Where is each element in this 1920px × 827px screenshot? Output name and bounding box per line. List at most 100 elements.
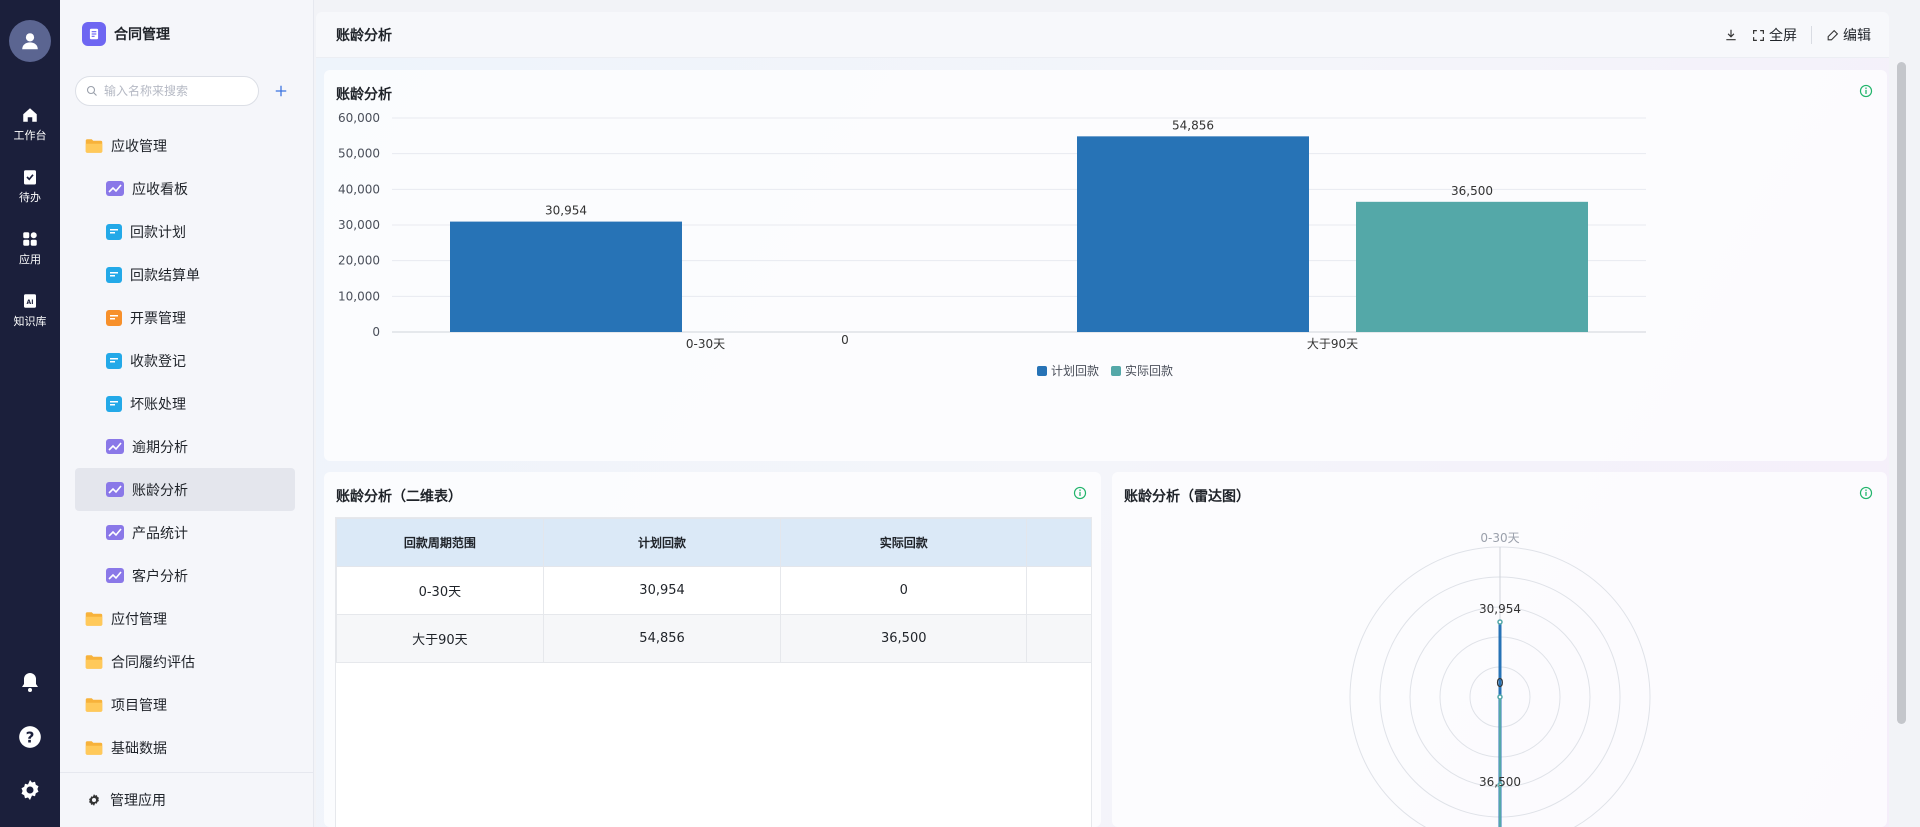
menu-label: 应付管理 bbox=[111, 611, 167, 628]
search-icon bbox=[86, 85, 97, 96]
folder-icon bbox=[85, 697, 103, 712]
user-avatar[interactable] bbox=[9, 20, 51, 62]
search-input[interactable] bbox=[104, 84, 244, 98]
sidebar-item[interactable]: 收款登记 bbox=[75, 339, 295, 382]
scrollbar[interactable] bbox=[1897, 62, 1906, 724]
bar[interactable] bbox=[1356, 201, 1588, 332]
sidebar-folder[interactable]: 应付管理 bbox=[75, 597, 295, 640]
add-button[interactable] bbox=[270, 80, 292, 102]
settings-button[interactable] bbox=[0, 778, 60, 802]
menu-label: 客户分析 bbox=[132, 568, 188, 585]
edit-label: 编辑 bbox=[1843, 28, 1871, 44]
rail-item-label: 知识库 bbox=[13, 315, 47, 328]
app-rail: 工作台 待办 应用 AI 知识库 ? bbox=[0, 0, 60, 827]
manage-app-button[interactable]: 管理应用 bbox=[60, 772, 314, 827]
sidebar-item[interactable]: 应收看板 bbox=[75, 167, 295, 210]
bar-chart-card: 账龄分析 0 10,000 20,000 30,000 40,000 50,000 60,0… bbox=[324, 70, 1887, 461]
column-header: 回款周期范围 bbox=[336, 518, 544, 567]
info-icon[interactable] bbox=[1859, 486, 1873, 500]
rail-item-knowledge[interactable]: AI 知识库 bbox=[0, 292, 60, 329]
menu-label: 逾期分析 bbox=[132, 439, 188, 456]
sidebar-folder[interactable]: 基础数据 bbox=[75, 726, 295, 769]
card-title: 账龄分析（雷达图） bbox=[1124, 489, 1250, 505]
pivot-table: 回款周期范围 计划回款 实际回款 0-30天 30,954 0 大于90天 54,856 36… bbox=[336, 518, 1091, 663]
card-title: 账龄分析（二维表） bbox=[336, 489, 462, 505]
table-row: 0-30天 30,954 0 bbox=[336, 566, 1091, 615]
info-icon[interactable] bbox=[1073, 486, 1087, 500]
edit-icon bbox=[1827, 29, 1839, 40]
x-tick-label: 0-30天 bbox=[686, 337, 725, 351]
fullscreen-button[interactable]: 全屏 bbox=[1752, 25, 1797, 45]
svg-text:?: ? bbox=[26, 728, 35, 746]
radar-point[interactable] bbox=[1497, 694, 1503, 700]
notifications-button[interactable] bbox=[0, 670, 60, 694]
menu-label: 坏账处理 bbox=[130, 396, 186, 413]
bar[interactable] bbox=[1077, 136, 1309, 332]
sidebar-item[interactable]: 账龄分析 bbox=[75, 468, 295, 511]
gear-icon bbox=[89, 794, 99, 806]
legend-label[interactable]: 计划回款 bbox=[1051, 364, 1099, 378]
menu-label: 项目管理 bbox=[111, 697, 167, 714]
sidebar-item[interactable]: 回款计划 bbox=[75, 210, 295, 253]
table-header-row: 回款周期范围 计划回款 实际回款 bbox=[336, 518, 1091, 567]
table-cell: 30,954 bbox=[542, 566, 782, 615]
radar-point[interactable] bbox=[1497, 619, 1503, 625]
table-card: 账龄分析（二维表） 回款周期范围 计划回款 实际回款 0-30天 30,954 0 大于9… bbox=[324, 472, 1101, 827]
table-cell bbox=[1026, 614, 1091, 663]
rail-item-apps[interactable]: 应用 bbox=[0, 230, 60, 267]
download-button[interactable] bbox=[1724, 28, 1738, 42]
menu-label: 产品统计 bbox=[132, 525, 188, 542]
page-header: 账龄分析 全屏 编辑 bbox=[316, 12, 1889, 58]
sidebar-item[interactable]: 开票管理 bbox=[75, 296, 295, 339]
y-tick-label: 10,000 bbox=[338, 289, 380, 303]
help-button[interactable]: ? bbox=[0, 724, 60, 750]
bar[interactable] bbox=[450, 221, 682, 332]
radar-card: 账龄分析（雷达图） 0-30天 30,954 0 36,500 bbox=[1112, 472, 1887, 827]
sidebar-folder[interactable]: 应收管理 bbox=[75, 124, 295, 167]
table-cell: 0-30天 bbox=[336, 566, 544, 615]
fullscreen-icon bbox=[1753, 29, 1764, 41]
chart-icon bbox=[106, 439, 124, 454]
edit-button[interactable]: 编辑 bbox=[1826, 25, 1871, 45]
sidebar-menu: 应收管理应收看板 回款计划 回款结算单开票管理收款登记坏账处理逾期分析账龄分析产品统… bbox=[75, 124, 295, 769]
data-label: 30,954 bbox=[545, 204, 587, 218]
sidebar-item[interactable]: 逾期分析 bbox=[75, 425, 295, 468]
bell-icon bbox=[22, 673, 38, 692]
form-icon bbox=[106, 266, 122, 283]
rail-item-workbench[interactable]: 工作台 bbox=[0, 106, 60, 143]
sidebar-folder[interactable]: 项目管理 bbox=[75, 683, 295, 726]
folder-icon bbox=[85, 138, 103, 153]
menu-label: 收款登记 bbox=[130, 353, 186, 370]
y-tick-label: 20,000 bbox=[338, 254, 380, 268]
radar-point[interactable] bbox=[1497, 782, 1503, 788]
sidebar-search[interactable] bbox=[75, 76, 259, 106]
app-title: 合同管理 bbox=[114, 27, 170, 43]
legend-label[interactable]: 实际回款 bbox=[1125, 363, 1173, 378]
header-actions: 全屏 编辑 bbox=[1724, 12, 1871, 58]
sidebar-item[interactable]: 回款结算单 bbox=[75, 253, 295, 296]
form-icon bbox=[106, 309, 122, 326]
table-row: 大于90天 54,856 36,500 bbox=[336, 614, 1091, 663]
rail-item-label: 工作台 bbox=[13, 129, 47, 142]
chart-icon bbox=[106, 181, 124, 196]
menu-label: 应收管理 bbox=[111, 138, 167, 155]
sidebar-item[interactable]: 坏账处理 bbox=[75, 382, 295, 425]
radar-indicator-label: 0-30天 bbox=[1480, 531, 1519, 545]
info-icon[interactable] bbox=[1859, 84, 1873, 98]
sidebar-folder[interactable]: 合同履约评估 bbox=[75, 640, 295, 683]
menu-label: 开票管理 bbox=[130, 310, 186, 327]
sidebar-item[interactable]: 客户分析 bbox=[75, 554, 295, 597]
sidebar-item[interactable]: 产品统计 bbox=[75, 511, 295, 554]
table-cell: 0 bbox=[780, 566, 1028, 615]
apps-grid-icon bbox=[23, 232, 37, 246]
rail-item-todo[interactable]: 待办 bbox=[0, 168, 60, 205]
form-icon bbox=[106, 223, 122, 240]
plus-icon bbox=[275, 85, 287, 97]
app-sidebar: 合同管理 应收管理应收看板回款计划回款结算单开票管理收款登记坏账处理逾期分析账龄… bbox=[60, 0, 314, 827]
download-icon bbox=[1726, 29, 1736, 41]
chart-icon bbox=[106, 482, 124, 497]
main-area: 账龄分析 全屏 编辑 账龄分析 0 10,000 20,000 30,000 40,00… bbox=[314, 0, 1920, 827]
table-wrapper: 回款周期范围 计划回款 实际回款 0-30天 30,954 0 大于90天 54,856 36… bbox=[335, 517, 1092, 827]
radar-chart: 0-30天 30,954 0 36,500 bbox=[1349, 531, 1651, 827]
form-icon bbox=[106, 395, 122, 412]
